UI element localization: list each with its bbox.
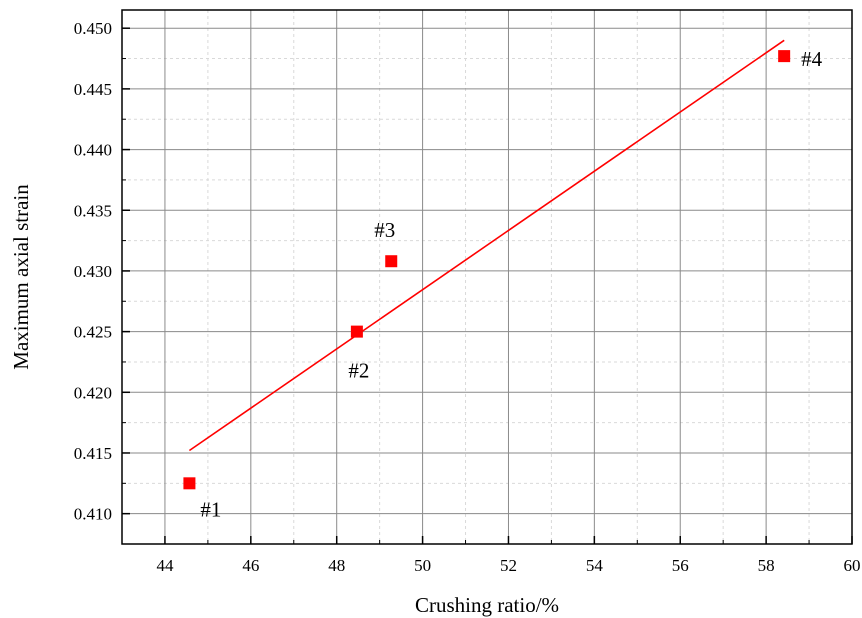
points-layer xyxy=(183,50,791,490)
point-labels-layer: #1 #2 #3 #4 xyxy=(200,47,822,521)
x-tick-label: 50 xyxy=(414,556,431,575)
minor-grid xyxy=(122,10,852,544)
y-tick-label: 0.440 xyxy=(74,141,112,160)
y-tick-label: 0.435 xyxy=(74,201,112,220)
y-tick-label: 0.420 xyxy=(74,383,112,402)
x-tick-label: 54 xyxy=(586,556,604,575)
point-label: #4 xyxy=(801,47,823,71)
major-grid xyxy=(122,10,852,544)
plot-frame xyxy=(121,9,853,545)
x-axis-title: Crushing ratio/% xyxy=(415,593,559,617)
y-tick-label: 0.430 xyxy=(74,262,112,281)
x-tick-label: 52 xyxy=(500,556,517,575)
x-tick-label: 60 xyxy=(844,556,861,575)
point-label: #3 xyxy=(374,218,395,242)
x-tick-label: 48 xyxy=(328,556,345,575)
y-tick-label: 0.425 xyxy=(74,323,112,342)
x-tick-labels: 44 46 48 50 52 54 56 58 60 xyxy=(156,556,860,575)
fit-line-layer xyxy=(188,39,785,452)
y-axis-title: Maximum axial strain xyxy=(9,184,33,370)
x-tick-label: 44 xyxy=(156,556,174,575)
y-tick-label: 0.450 xyxy=(74,19,112,38)
fit-line xyxy=(188,39,785,452)
x-tick-label: 56 xyxy=(672,556,689,575)
data-point xyxy=(183,477,196,490)
y-tick-label: 0.410 xyxy=(74,505,112,524)
y-tick-label: 0.415 xyxy=(74,444,112,463)
data-point xyxy=(778,50,791,63)
x-tick-label: 46 xyxy=(242,556,259,575)
x-tick-label: 58 xyxy=(758,556,775,575)
axis-ticks xyxy=(122,27,853,544)
y-tick-label: 0.445 xyxy=(74,80,112,99)
point-label: #1 xyxy=(200,497,221,521)
data-point xyxy=(385,255,398,268)
data-point xyxy=(350,325,363,338)
point-label: #2 xyxy=(348,359,369,383)
y-tick-labels: 0.410 0.415 0.420 0.425 0.430 0.435 0.440 0.445… xyxy=(74,19,112,523)
